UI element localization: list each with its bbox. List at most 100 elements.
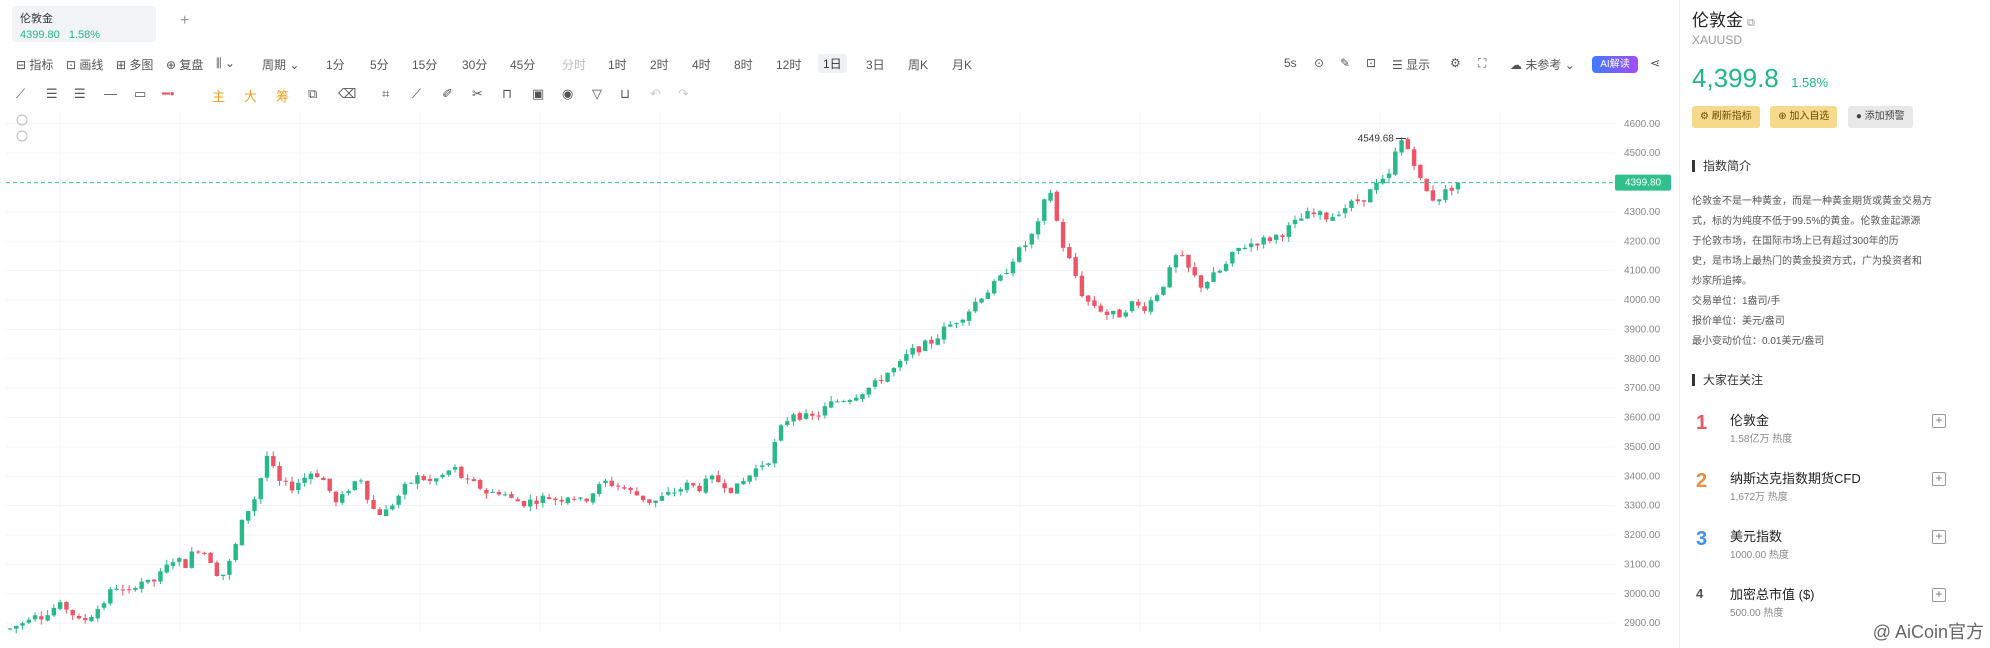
lock-icon[interactable]: ⊓ — [502, 86, 513, 101]
fullscreen-icon[interactable]: ⛶ — [1478, 56, 1487, 70]
add-watch-icon[interactable]: + — [1932, 530, 1946, 544]
period-dropdown[interactable]: 周期 ⌄ — [262, 58, 300, 72]
settings-icon[interactable]: ⚙ — [1450, 56, 1461, 70]
add-watch-icon[interactable]: + — [1932, 472, 1946, 486]
add-watchlist-button[interactable]: ⊕ 加入自选 — [1770, 106, 1838, 128]
external-link-icon[interactable]: ⧉ — [1747, 17, 1755, 29]
tab-12h[interactable]: 12时 — [776, 58, 802, 72]
candle-body — [76, 615, 82, 619]
undo-icon[interactable]: ↶ — [650, 86, 661, 101]
image-icon[interactable]: ▣ — [532, 86, 545, 101]
draw-button[interactable]: ⊡ 画线 — [66, 58, 104, 72]
add-watch-icon[interactable]: + — [1932, 414, 1946, 428]
tab-week[interactable]: 周K — [908, 58, 929, 72]
eraser-icon[interactable]: ⌫ — [338, 86, 357, 101]
expand-indicator-icon[interactable] — [16, 130, 28, 142]
candle-body — [114, 588, 119, 590]
camera-icon[interactable]: ⊙ — [1314, 56, 1325, 70]
collapse-indicator-icon[interactable] — [16, 114, 28, 126]
candle-body — [220, 574, 226, 577]
y-tick-label: 4600.00 — [1624, 119, 1661, 130]
ruler-icon[interactable]: ⟋ — [412, 86, 422, 101]
reference-dropdown[interactable]: ☁ 未参考 ⌄ — [1510, 58, 1575, 72]
trend-item[interactable]: 2 纳斯达克指数期货CFD 1,672万 热度 + — [1692, 464, 1978, 522]
candle-body — [39, 616, 44, 620]
share-icon[interactable]: ⋖ — [1650, 56, 1661, 70]
tab-45m[interactable]: 45分 — [510, 58, 536, 72]
channel-tool-icon[interactable]: ☰ — [74, 86, 86, 101]
trend-item[interactable]: 3 美元指数 1000.00 热度 + — [1692, 522, 1978, 580]
tab-1h[interactable]: 1时 — [608, 58, 627, 72]
current-price-label: 4399.80 — [1625, 178, 1662, 189]
candle-body — [534, 500, 539, 504]
candle-body — [296, 482, 301, 490]
scissors-icon[interactable]: ✂ — [472, 86, 483, 101]
pen-icon[interactable]: ✎ — [1340, 56, 1351, 70]
trend-rank: 1 — [1696, 412, 1708, 434]
brush-icon[interactable]: ✐ — [442, 86, 453, 101]
refresh-rate[interactable]: 5s — [1284, 56, 1297, 70]
ray-tool-icon[interactable]: ━• — [162, 86, 175, 101]
add-tab-icon[interactable]: + — [180, 12, 190, 29]
candle-body — [170, 562, 176, 566]
candle-body — [1054, 191, 1060, 221]
candle-body — [233, 543, 238, 561]
add-watch-icon[interactable]: + — [1932, 588, 1946, 602]
tab-2h[interactable]: 2时 — [650, 58, 669, 72]
copy-icon[interactable]: ⧉ — [308, 86, 318, 101]
candle-body — [133, 587, 138, 590]
candle-body — [628, 487, 633, 491]
redo-icon[interactable]: ↷ — [678, 86, 689, 101]
line-tool-icon[interactable]: ⟋ — [16, 86, 26, 101]
tab-1d[interactable]: 1日 — [818, 54, 847, 73]
tab-symbol-name: 伦敦金 — [20, 13, 53, 25]
candle-body — [245, 510, 251, 521]
candle-body — [678, 489, 683, 492]
candle-body — [289, 481, 295, 491]
candle-body — [1223, 263, 1229, 271]
multi-chart-button[interactable]: ⊞ 多图 — [116, 58, 154, 72]
big-tool[interactable]: 大 — [244, 89, 258, 104]
trend-item[interactable]: 4 加密总市值 ($) 500.00 热度 + — [1692, 580, 1978, 638]
filter-icon[interactable]: ▽ — [592, 86, 602, 101]
eye-icon[interactable]: ◉ — [562, 86, 574, 101]
segment-tool-icon[interactable]: — — [104, 86, 117, 101]
tab-4h[interactable]: 4时 — [692, 58, 711, 72]
chart-type-icon[interactable]: ⫼ ⌄ — [216, 56, 235, 70]
tab-15m[interactable]: 15分 — [412, 58, 438, 72]
tab-timeshare[interactable]: 分时 — [562, 58, 587, 72]
display-button[interactable]: ☰ 显示 — [1392, 58, 1431, 72]
tab-price: 4399.80 — [20, 29, 60, 41]
candle-body — [1205, 281, 1210, 289]
trend-title: 大家在关注 — [1692, 374, 1978, 386]
rect-tool-icon[interactable]: ▭ — [134, 86, 147, 101]
symbol-tab[interactable]: 伦敦金 4399.80 1.58% — [12, 6, 156, 42]
candle-body — [89, 616, 94, 622]
candlestick-chart[interactable]: 4600.00 4500.00 4300.00 4200.00 4100.00 4000.… — [0, 112, 1680, 648]
y-tick-label: 3600.00 — [1624, 413, 1661, 424]
hline-tool-icon[interactable]: ☰ — [46, 86, 58, 101]
add-alert-button[interactable]: ● 添加预警 — [1847, 106, 1913, 128]
y-tick-label: 3000.00 — [1624, 589, 1661, 600]
tab-8h[interactable]: 8时 — [734, 58, 753, 72]
tab-3d[interactable]: 3日 — [866, 58, 885, 72]
main-tool[interactable]: 主 — [212, 89, 226, 104]
trash-icon[interactable]: ⊔ — [620, 86, 631, 101]
tab-month[interactable]: 月K — [952, 58, 973, 72]
trend-item[interactable]: 1 伦敦金 1.58亿万 热度 + — [1692, 406, 1978, 464]
candle-body — [904, 354, 909, 361]
tab-5m[interactable]: 5分 — [370, 58, 389, 72]
candle-body — [471, 479, 477, 482]
chip-tool[interactable]: 筹 — [276, 89, 290, 104]
tab-30m[interactable]: 30分 — [462, 58, 488, 72]
crop-icon[interactable]: ⌗ — [382, 86, 390, 101]
indicator-button[interactable]: ⊟ 指标 — [16, 58, 54, 72]
refresh-indicator-button[interactable]: ⚙ 刷新指标 — [1692, 106, 1760, 128]
candle-body — [358, 480, 364, 482]
tab-1m[interactable]: 1分 — [326, 58, 345, 72]
ai-interpret-button[interactable]: AI解读 — [1592, 56, 1638, 73]
candle-body — [1098, 305, 1103, 312]
layout-icon[interactable]: ⊡ — [1366, 56, 1377, 70]
replay-button[interactable]: ⊕ 复盘 — [166, 58, 204, 72]
info-panel: 伦敦金 ⧉ XAUUSD 4,399.8 1.58% ⚙ 刷新指标 ⊕ 加入自选 … — [1680, 0, 1990, 648]
